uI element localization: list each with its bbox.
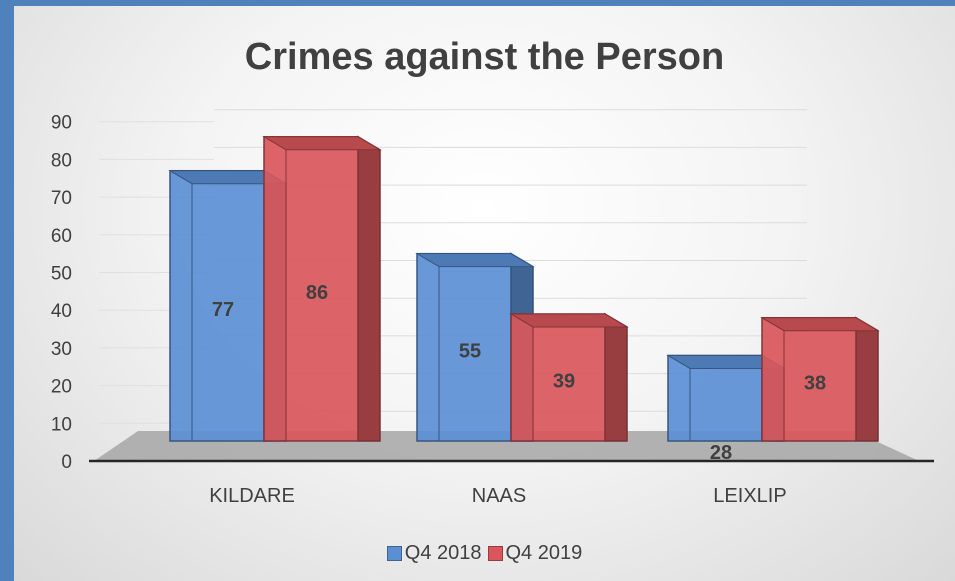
y-tick-label: 60 — [51, 226, 72, 247]
plot-area: 0 10 20 30 40 50 60 70 80 90 77 86 KILDARE 55 39 NAAS 28… — [51, 109, 934, 507]
data-label: 86 — [306, 282, 328, 304]
legend-label-q4-2019: Q4 2019 — [505, 542, 583, 564]
data-label: 55 — [459, 340, 481, 362]
bar-q4-2019 — [263, 136, 359, 442]
bar-top — [760, 317, 880, 332]
bar-q4-2019 — [761, 316, 857, 442]
data-label: 38 — [804, 372, 826, 394]
y-tick-label: 30 — [51, 339, 72, 360]
legend-item-q4-2018: Q4 2018 — [386, 542, 482, 565]
y-tick-label: 40 — [51, 301, 72, 322]
bar-top — [509, 313, 629, 328]
legend: Q4 2018 Q4 2019 — [14, 542, 955, 565]
legend-swatch-q4-2018 — [386, 546, 402, 561]
x-tick-label: KILDARE — [209, 485, 295, 507]
x-tick-label: LEIXLIP — [713, 485, 786, 507]
y-tick-label: 50 — [51, 264, 72, 285]
y-tick-label: 80 — [51, 150, 72, 171]
bar-q4-2019 — [510, 313, 606, 442]
bar-side — [604, 312, 628, 442]
bar-top — [415, 253, 535, 268]
bar-side — [855, 316, 879, 442]
data-label: 77 — [212, 299, 234, 321]
y-tick-label: 70 — [51, 188, 72, 209]
y-tick-label: 0 — [61, 452, 72, 473]
y-tick-label: 20 — [51, 377, 72, 398]
bar-q4-2018 — [169, 169, 265, 442]
y-tick-label: 10 — [51, 414, 72, 435]
bar-q4-2018 — [667, 354, 763, 442]
data-label: 39 — [553, 370, 575, 392]
bar-q4-2018 — [416, 252, 512, 442]
x-tick-label: NAAS — [472, 485, 526, 507]
chart-area: Crimes against the Person 0 10 20 30 40 50 60 7… — [14, 6, 955, 581]
legend-item-q4-2019: Q4 2019 — [487, 542, 583, 565]
y-tick-label: 90 — [51, 113, 72, 134]
bar-top — [262, 136, 382, 151]
data-label: 28 — [710, 442, 732, 464]
legend-label-q4-2018: Q4 2018 — [404, 542, 482, 564]
bar-side — [357, 135, 381, 442]
chart-title: Crimes against the Person — [244, 36, 725, 78]
legend-swatch-q4-2019 — [487, 546, 503, 561]
